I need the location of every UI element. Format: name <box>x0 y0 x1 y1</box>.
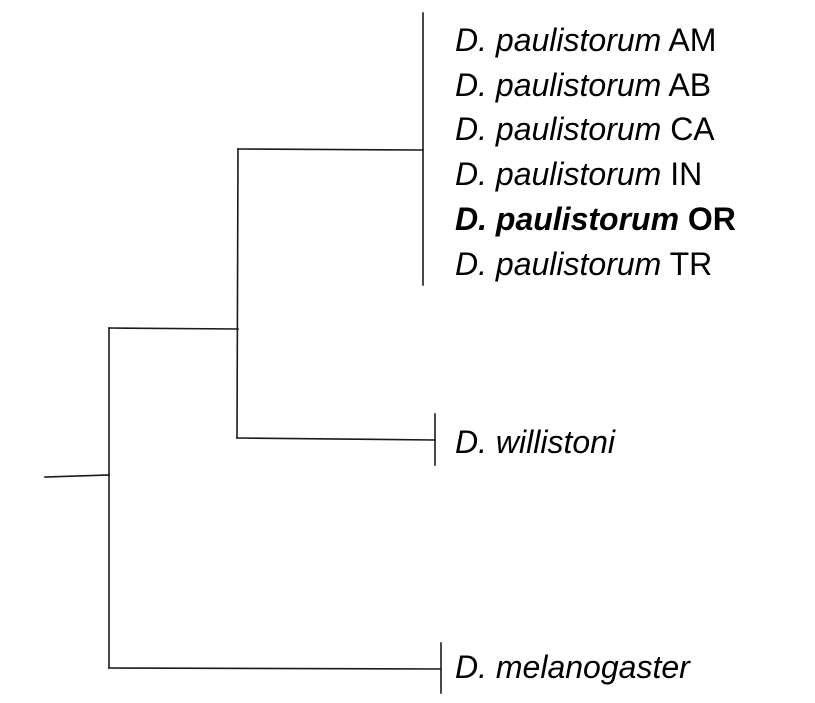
species-name: D. melanogaster <box>455 649 690 685</box>
taxon-label: D. paulistorum AB <box>455 67 711 103</box>
taxon-label-melanogaster: D. melanogaster <box>455 649 690 685</box>
strain-code: AB <box>668 67 712 103</box>
strain-code: TR <box>669 246 713 282</box>
inner-node-branch <box>108 327 239 330</box>
taxon-label: D. paulistorum TR <box>455 246 712 282</box>
species-name: D. paulistorum <box>455 22 662 58</box>
inner-vertical <box>236 148 239 439</box>
melanogaster-branch <box>108 667 442 670</box>
species-name: D. willistoni <box>455 424 616 460</box>
root-branch <box>44 474 110 478</box>
taxon-label-willistoni: D. willistoni <box>455 424 615 460</box>
strain-code: IN <box>670 156 703 192</box>
strain-code: AM <box>668 22 717 58</box>
species-name: D. paulistorum <box>455 156 662 192</box>
strain-code: OR <box>687 201 736 237</box>
strain-code: CA <box>670 111 715 147</box>
taxon-label: D. paulistorum AM <box>455 22 716 58</box>
species-name: D. paulistorum <box>455 67 662 103</box>
paulistorum-branch <box>237 148 424 151</box>
species-name: D. paulistorum <box>455 201 680 237</box>
species-name: D. paulistorum <box>455 246 662 282</box>
taxon-label: D. paulistorum IN <box>455 156 702 192</box>
species-name: D. paulistorum <box>455 111 662 147</box>
willistoni-branch <box>236 437 436 441</box>
taxon-label-highlighted: D. paulistorum OR <box>455 201 736 237</box>
taxon-label: D. paulistorum CA <box>455 111 715 147</box>
